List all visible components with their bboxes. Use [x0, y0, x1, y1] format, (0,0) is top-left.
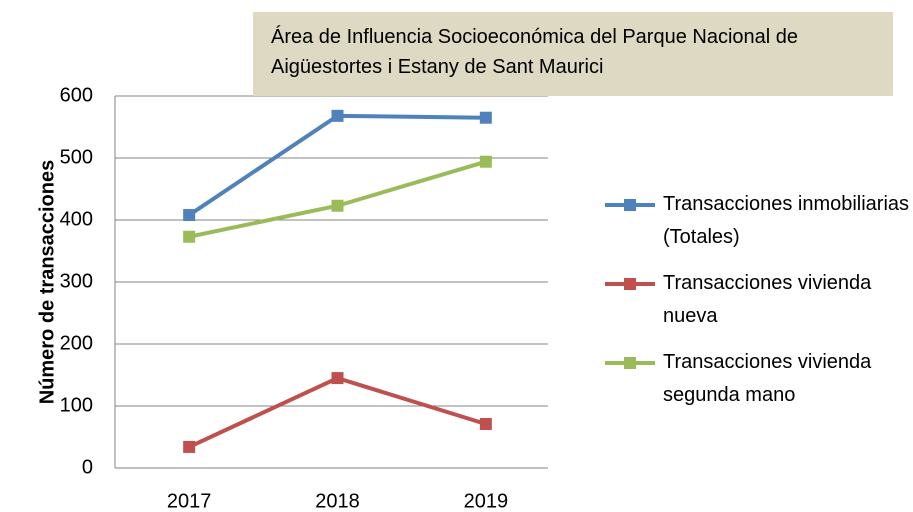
marker [479, 155, 492, 168]
marker [183, 440, 196, 453]
y-tick-label: 200 [60, 332, 93, 354]
y-tick-label: 100 [60, 394, 93, 416]
legend-label: Transacciones inmobiliarias (Totales) [663, 193, 910, 248]
marker [183, 209, 196, 222]
marker [479, 111, 492, 124]
y-tick-label: 300 [60, 270, 93, 292]
chart-title: Área de Influencia Socioeconómica del Pa… [253, 12, 893, 96]
marker [183, 230, 196, 243]
y-tick-label: 600 [60, 84, 93, 106]
y-tick-label: 400 [60, 208, 93, 230]
series-line [188, 375, 487, 449]
marker [331, 109, 344, 122]
x-tick-label: 2019 [464, 490, 509, 512]
marker [331, 199, 344, 212]
legend-marker [624, 278, 636, 290]
series-line [188, 159, 487, 239]
x-tick-label: 2018 [315, 490, 360, 512]
y-tick-label: 500 [60, 146, 93, 168]
x-tick-label: 2017 [167, 490, 212, 512]
y-tick-label: 0 [82, 456, 93, 478]
legend-marker [624, 199, 636, 211]
y-axis-label: Número de transacciones [36, 160, 58, 405]
legend-label: Transacciones vivienda segunda mano [663, 351, 872, 406]
legend-label: Transacciones vivienda nueva [663, 272, 872, 327]
marker [479, 417, 492, 430]
marker [331, 372, 344, 385]
legend-marker [624, 357, 636, 369]
